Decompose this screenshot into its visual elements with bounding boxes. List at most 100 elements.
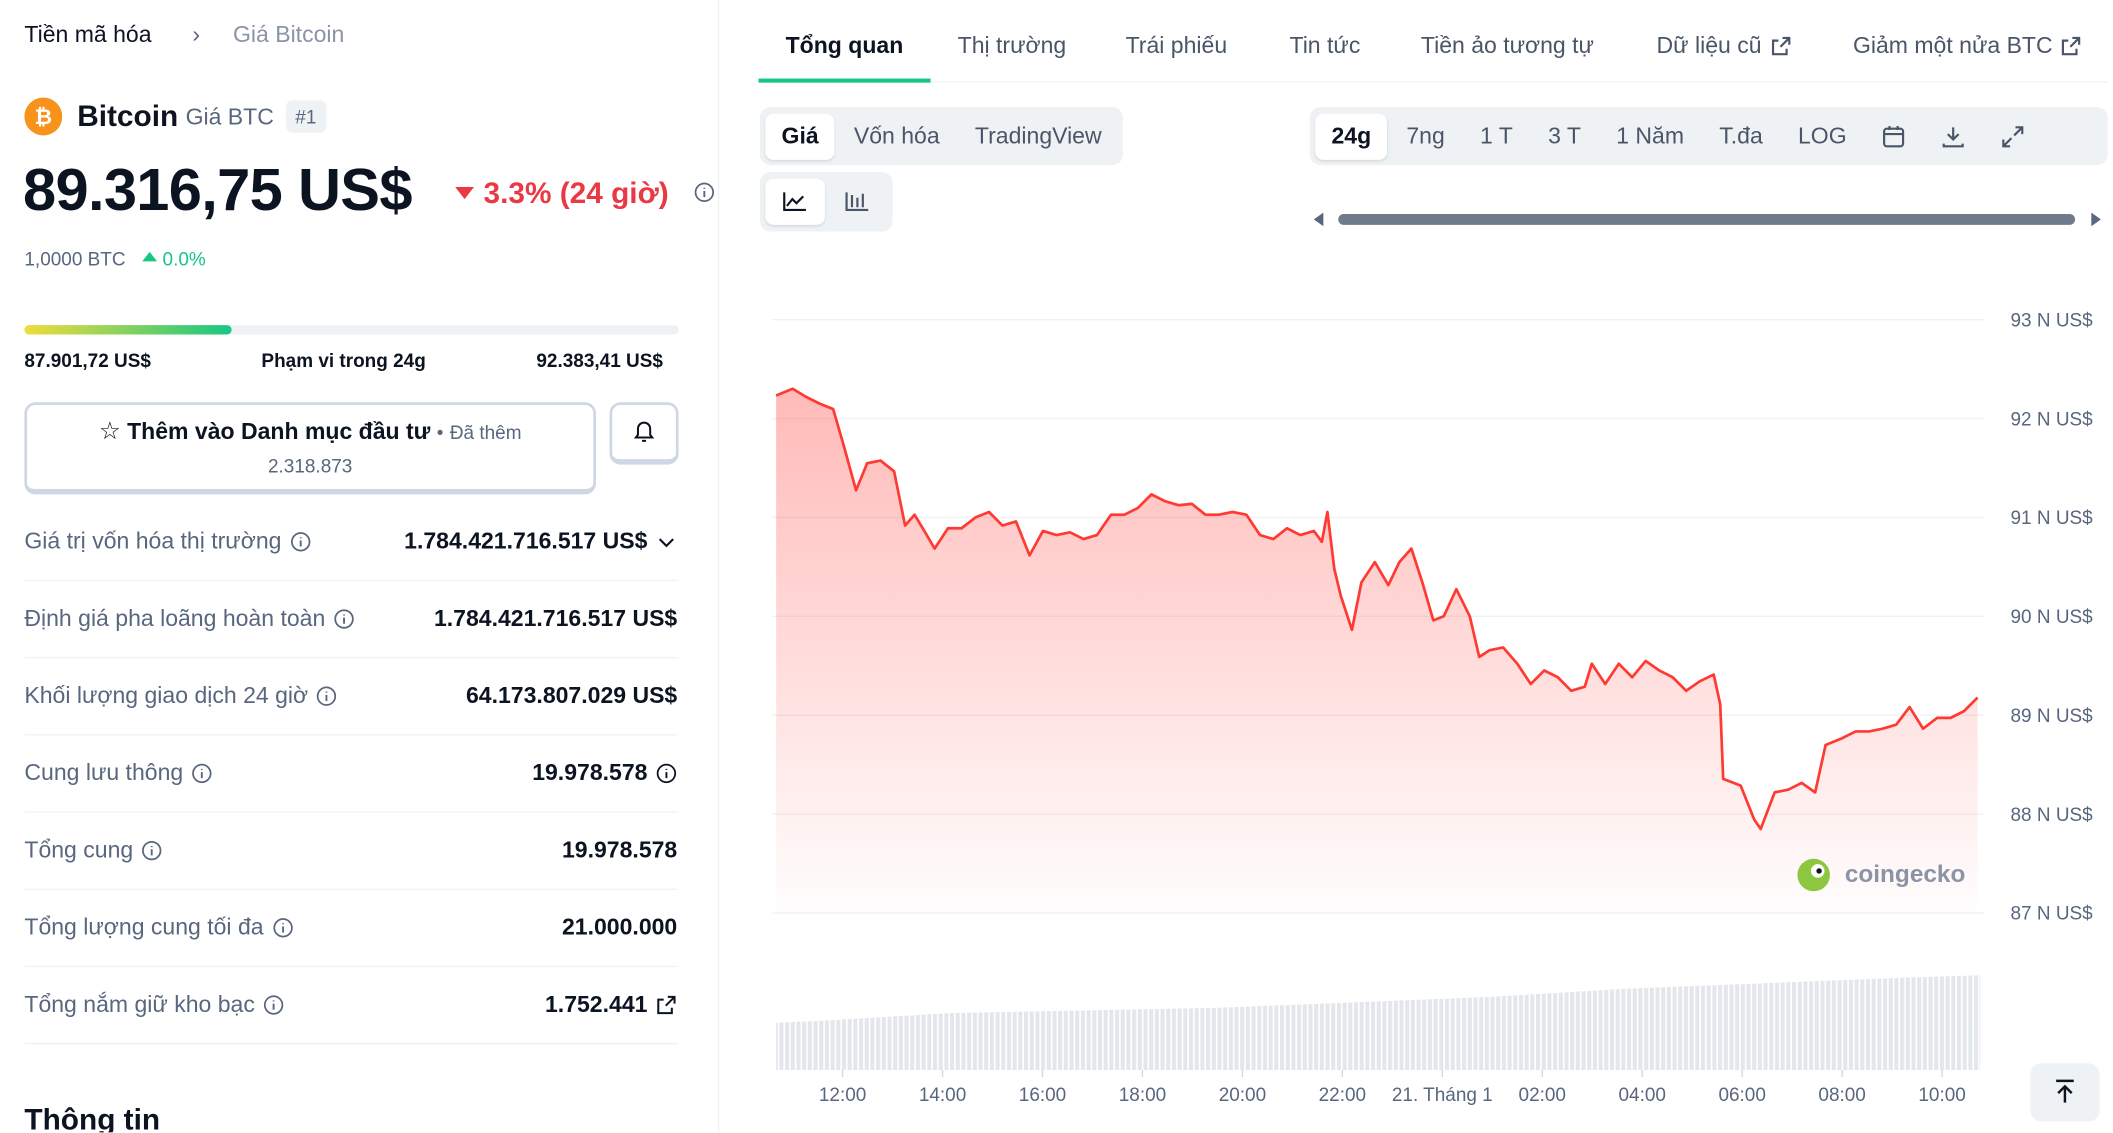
toggle[interactable]: 1 Năm: [1616, 122, 1685, 149]
stat-label: Tổng cung: [24, 836, 134, 863]
info-icon[interactable]: [656, 762, 678, 784]
external-link-icon: [2062, 36, 2081, 56]
info-icon[interactable]: [316, 685, 338, 707]
x-tick-label: 21. Tháng 1: [1392, 1085, 1493, 1106]
candle-icon: [845, 192, 869, 212]
y-tick-label: 91 N US$: [2011, 508, 2094, 529]
scroll-top-button[interactable]: [2030, 1063, 2100, 1122]
price-change: 3.3% (24 giờ): [483, 176, 669, 210]
tab-indicator: [758, 78, 931, 83]
candle-chart-toggle[interactable]: [828, 179, 888, 225]
tab[interactable]: Trái phiếu: [1125, 32, 1228, 59]
info-icon[interactable]: [191, 762, 213, 784]
tab[interactable]: Giảm một nửa BTC: [1853, 33, 2082, 60]
x-tick-label: 20:00: [1219, 1085, 1266, 1106]
down-arrow: [455, 186, 475, 200]
tab[interactable]: Tiền ảo tương tự: [1420, 32, 1594, 59]
price-tabs: Giá Vốn hóa TradingView: [759, 107, 1124, 166]
stat-label: Tổng lượng cung tối đa: [24, 913, 264, 940]
line-chart-toggle[interactable]: [765, 178, 825, 225]
stat-value: 19.978.578: [561, 836, 678, 863]
star-icon: ☆: [98, 417, 121, 445]
info-icon[interactable]: [333, 607, 355, 629]
section-heading: Thông tin: [24, 1102, 161, 1133]
toggle[interactable]: LOG: [1797, 122, 1847, 149]
bullet: •: [436, 421, 444, 443]
breadcrumb-link[interactable]: Tiền mã hóa: [24, 21, 152, 48]
y-tick-label: 88 N US$: [2011, 805, 2094, 826]
up-arrow: [142, 251, 158, 262]
alert-button[interactable]: [609, 402, 679, 465]
x-tick-label: 22:00: [1319, 1085, 1366, 1106]
watermark-text: coingecko: [1845, 861, 1966, 888]
toggle[interactable]: T.đa: [1719, 122, 1763, 149]
stat-label: Cung lưu thông: [24, 759, 184, 785]
x-tick-label: 14:00: [919, 1085, 966, 1106]
added-label: Đã thêm: [449, 421, 522, 443]
info-icon[interactable]: [694, 182, 716, 204]
toggle[interactable]: 24g: [1315, 113, 1388, 160]
stat-value: 1.752.441: [544, 990, 648, 1017]
x-tick-label: 06:00: [1718, 1085, 1765, 1106]
info-icon[interactable]: [272, 916, 294, 938]
tab[interactable]: Tổng quan: [785, 32, 904, 59]
tab[interactable]: Dữ liệu cũ: [1657, 33, 1792, 60]
chevron-icon[interactable]: [656, 530, 678, 552]
info-icon[interactable]: [290, 530, 312, 552]
toggle[interactable]: Giá: [765, 113, 835, 160]
arrow-up-icon: [2056, 1079, 2074, 1103]
watchlist-button[interactable]: ☆ Thêm vào Danh mục đầu tư • Đã thêm 2.3…: [24, 402, 596, 495]
stat-row: Khối lượng giao dịch 24 giờ 64.173.807.02…: [24, 657, 678, 736]
chart-type-tabs: [759, 172, 893, 232]
stat-value: 19.978.578: [532, 759, 648, 785]
toggle[interactable]: 7ng: [1406, 122, 1445, 149]
tab-label: Dữ liệu cũ: [1656, 32, 1762, 59]
info-icon[interactable]: [263, 994, 285, 1016]
rank-badge: #1: [285, 100, 326, 133]
watchlist-line: ☆ Thêm vào Danh mục đầu tư • Đã thêm: [27, 417, 593, 445]
toggle[interactable]: 3 T: [1548, 122, 1581, 149]
download-button[interactable]: [1925, 113, 1982, 159]
price-area: [776, 388, 1978, 924]
toggle[interactable]: 1 T: [1480, 122, 1513, 149]
stat-row: Giá trị vốn hóa thị trường 1.784.421.716.…: [24, 503, 678, 582]
breadcrumb-current: Giá Bitcoin: [232, 21, 345, 48]
calendar-button[interactable]: [1866, 113, 1923, 159]
range-scrollbar[interactable]: [1308, 207, 2113, 231]
stat-value: 1.784.421.716.517 US$: [404, 527, 648, 554]
y-tick-label: 89 N US$: [2011, 706, 2094, 727]
tab-label: Giảm một nửa BTC: [1852, 32, 2053, 59]
stat-value: 1.784.421.716.517 US$: [433, 604, 678, 631]
tab[interactable]: Tin tức: [1289, 32, 1361, 59]
range-label: Phạm vi trong 24g: [261, 349, 426, 372]
coin-name: Bitcoin: [77, 98, 179, 133]
line-icon: [783, 192, 806, 212]
range-low: 87.901,72 US$: [24, 349, 151, 372]
stat-value: 21.000.000: [561, 913, 678, 940]
download-icon: [1943, 126, 1965, 147]
time-tabs: 24g 7ng 1 T 3 T 1 Năm T.đa LOG: [1309, 107, 2108, 166]
toggle[interactable]: TradingView: [974, 122, 1102, 149]
x-tick-label: 08:00: [1818, 1085, 1865, 1106]
range-fill: [24, 325, 232, 335]
price-line: [775, 387, 1979, 831]
divider: [717, 0, 720, 1133]
volume-bars: [776, 975, 1981, 1071]
y-tick-label: 90 N US$: [2011, 607, 2094, 628]
external-link-icon[interactable]: [656, 994, 678, 1016]
range-high: 92.383,41 US$: [536, 349, 663, 372]
stat-value: 64.173.807.029 US$: [465, 681, 678, 708]
info-icon[interactable]: [141, 839, 163, 861]
btc-price: 1,0000 BTC: [24, 247, 126, 270]
x-tick-label: 04:00: [1619, 1085, 1666, 1106]
coin-icon: ₿: [24, 97, 63, 136]
y-tick-label: 92 N US$: [2011, 409, 2094, 430]
stat-label: Định giá pha loãng hoàn toàn: [24, 604, 326, 631]
fullscreen-button[interactable]: [1985, 113, 2042, 159]
tab[interactable]: Thị trường: [957, 32, 1067, 59]
toggle[interactable]: Vốn hóa: [853, 122, 940, 149]
watchlist-label: Thêm vào Danh mục đầu tư: [127, 418, 431, 445]
